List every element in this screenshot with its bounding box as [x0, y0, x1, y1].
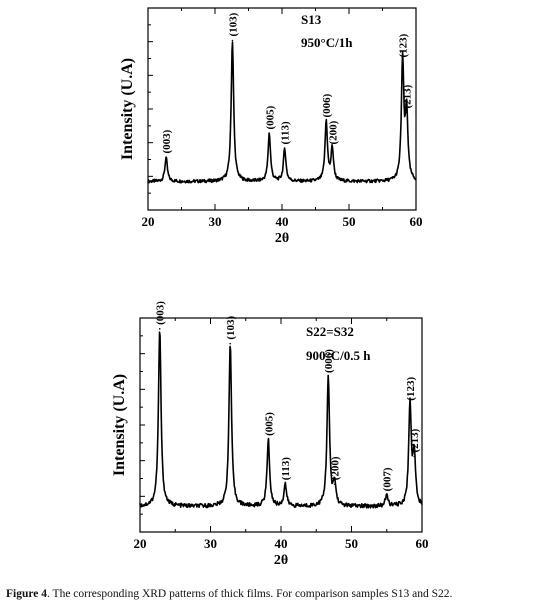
xrd-panel-s22: 20 30 40 50 60 2θ Intensity (U.A) S22=S32 900°C/… — [111, 301, 429, 568]
peak-marker — [331, 147, 334, 150]
peak-label: (103) — [225, 315, 237, 339]
peak-label: (003) — [155, 301, 167, 325]
peak-label: (103) — [227, 12, 239, 36]
x-tick-label: 60 — [410, 214, 423, 229]
peak-label: (113) — [280, 457, 292, 481]
peak-label: (007) — [382, 467, 394, 491]
peak-marker — [413, 455, 416, 458]
peak-marker — [284, 483, 287, 486]
peak-label: (123) — [405, 377, 417, 401]
annealing-condition: 900°C/0.5 h — [306, 348, 371, 363]
xrd-pattern-line — [139, 331, 423, 509]
xrd-panel-s13: 20 30 40 50 60 2θ Intensity (U.A) S13 950°C/1h (0… — [119, 7, 423, 246]
x-axis-label: 2θ — [274, 553, 288, 568]
peak-marker — [401, 60, 404, 63]
peak-marker — [327, 376, 330, 378]
figure-caption-text: . The corresponding XRD patterns of thic… — [47, 588, 453, 600]
peak-marker — [283, 147, 286, 150]
x-tick-label: 20 — [142, 214, 155, 229]
plot-frame — [139, 317, 423, 533]
y-axis-label: Intensity (U.A) — [111, 374, 128, 476]
peak-label: (005) — [263, 412, 275, 436]
xrd-figure: 20 30 40 50 60 2θ Intensity (U.A) S13 950°C/1h (0… — [111, 7, 429, 568]
y-axis-label: Intensity (U.A) — [119, 58, 136, 160]
figure-label: Figure 4 — [6, 588, 47, 600]
peak-label: (006) — [321, 93, 333, 117]
peak-marker — [158, 328, 161, 330]
x-tick-label: 20 — [134, 536, 147, 551]
x-tick-label: 50 — [343, 214, 356, 229]
peak-marker — [231, 39, 234, 42]
peak-marker — [405, 111, 408, 114]
x-axis-label: 2θ — [275, 231, 289, 246]
annealing-condition: 950°C/1h — [301, 35, 353, 50]
x-tick-label: 30 — [209, 214, 222, 229]
x-tick-label: 30 — [204, 536, 217, 551]
peak-marker — [409, 403, 411, 406]
peak-label: (006) — [323, 349, 335, 373]
x-tick-label: 40 — [276, 214, 289, 229]
figure-caption: Figure 4. The corresponding XRD patterns… — [6, 588, 541, 600]
peak-label: (200) — [327, 120, 339, 144]
sample-name: S22=S32 — [306, 324, 354, 339]
xrd-pattern-line — [147, 41, 417, 184]
peak-marker — [229, 342, 232, 345]
peak-label: (123) — [398, 33, 410, 57]
sample-name: S13 — [301, 12, 322, 27]
peak-label: (003) — [161, 129, 173, 153]
peak-label: (113) — [280, 121, 292, 145]
x-tick-label: 40 — [275, 536, 288, 551]
peak-label: (200) — [330, 456, 342, 480]
peak-marker — [267, 439, 270, 441]
peak-marker — [268, 132, 271, 135]
peak-marker — [325, 120, 328, 123]
peak-label: (213) — [402, 84, 414, 108]
peak-label: (005) — [264, 105, 276, 129]
peak-marker — [165, 156, 167, 159]
peak-marker — [333, 483, 336, 486]
peak-marker — [385, 494, 388, 497]
x-tick-label: 50 — [345, 536, 358, 551]
peak-label: (213) — [409, 428, 421, 452]
x-tick-label: 60 — [416, 536, 429, 551]
